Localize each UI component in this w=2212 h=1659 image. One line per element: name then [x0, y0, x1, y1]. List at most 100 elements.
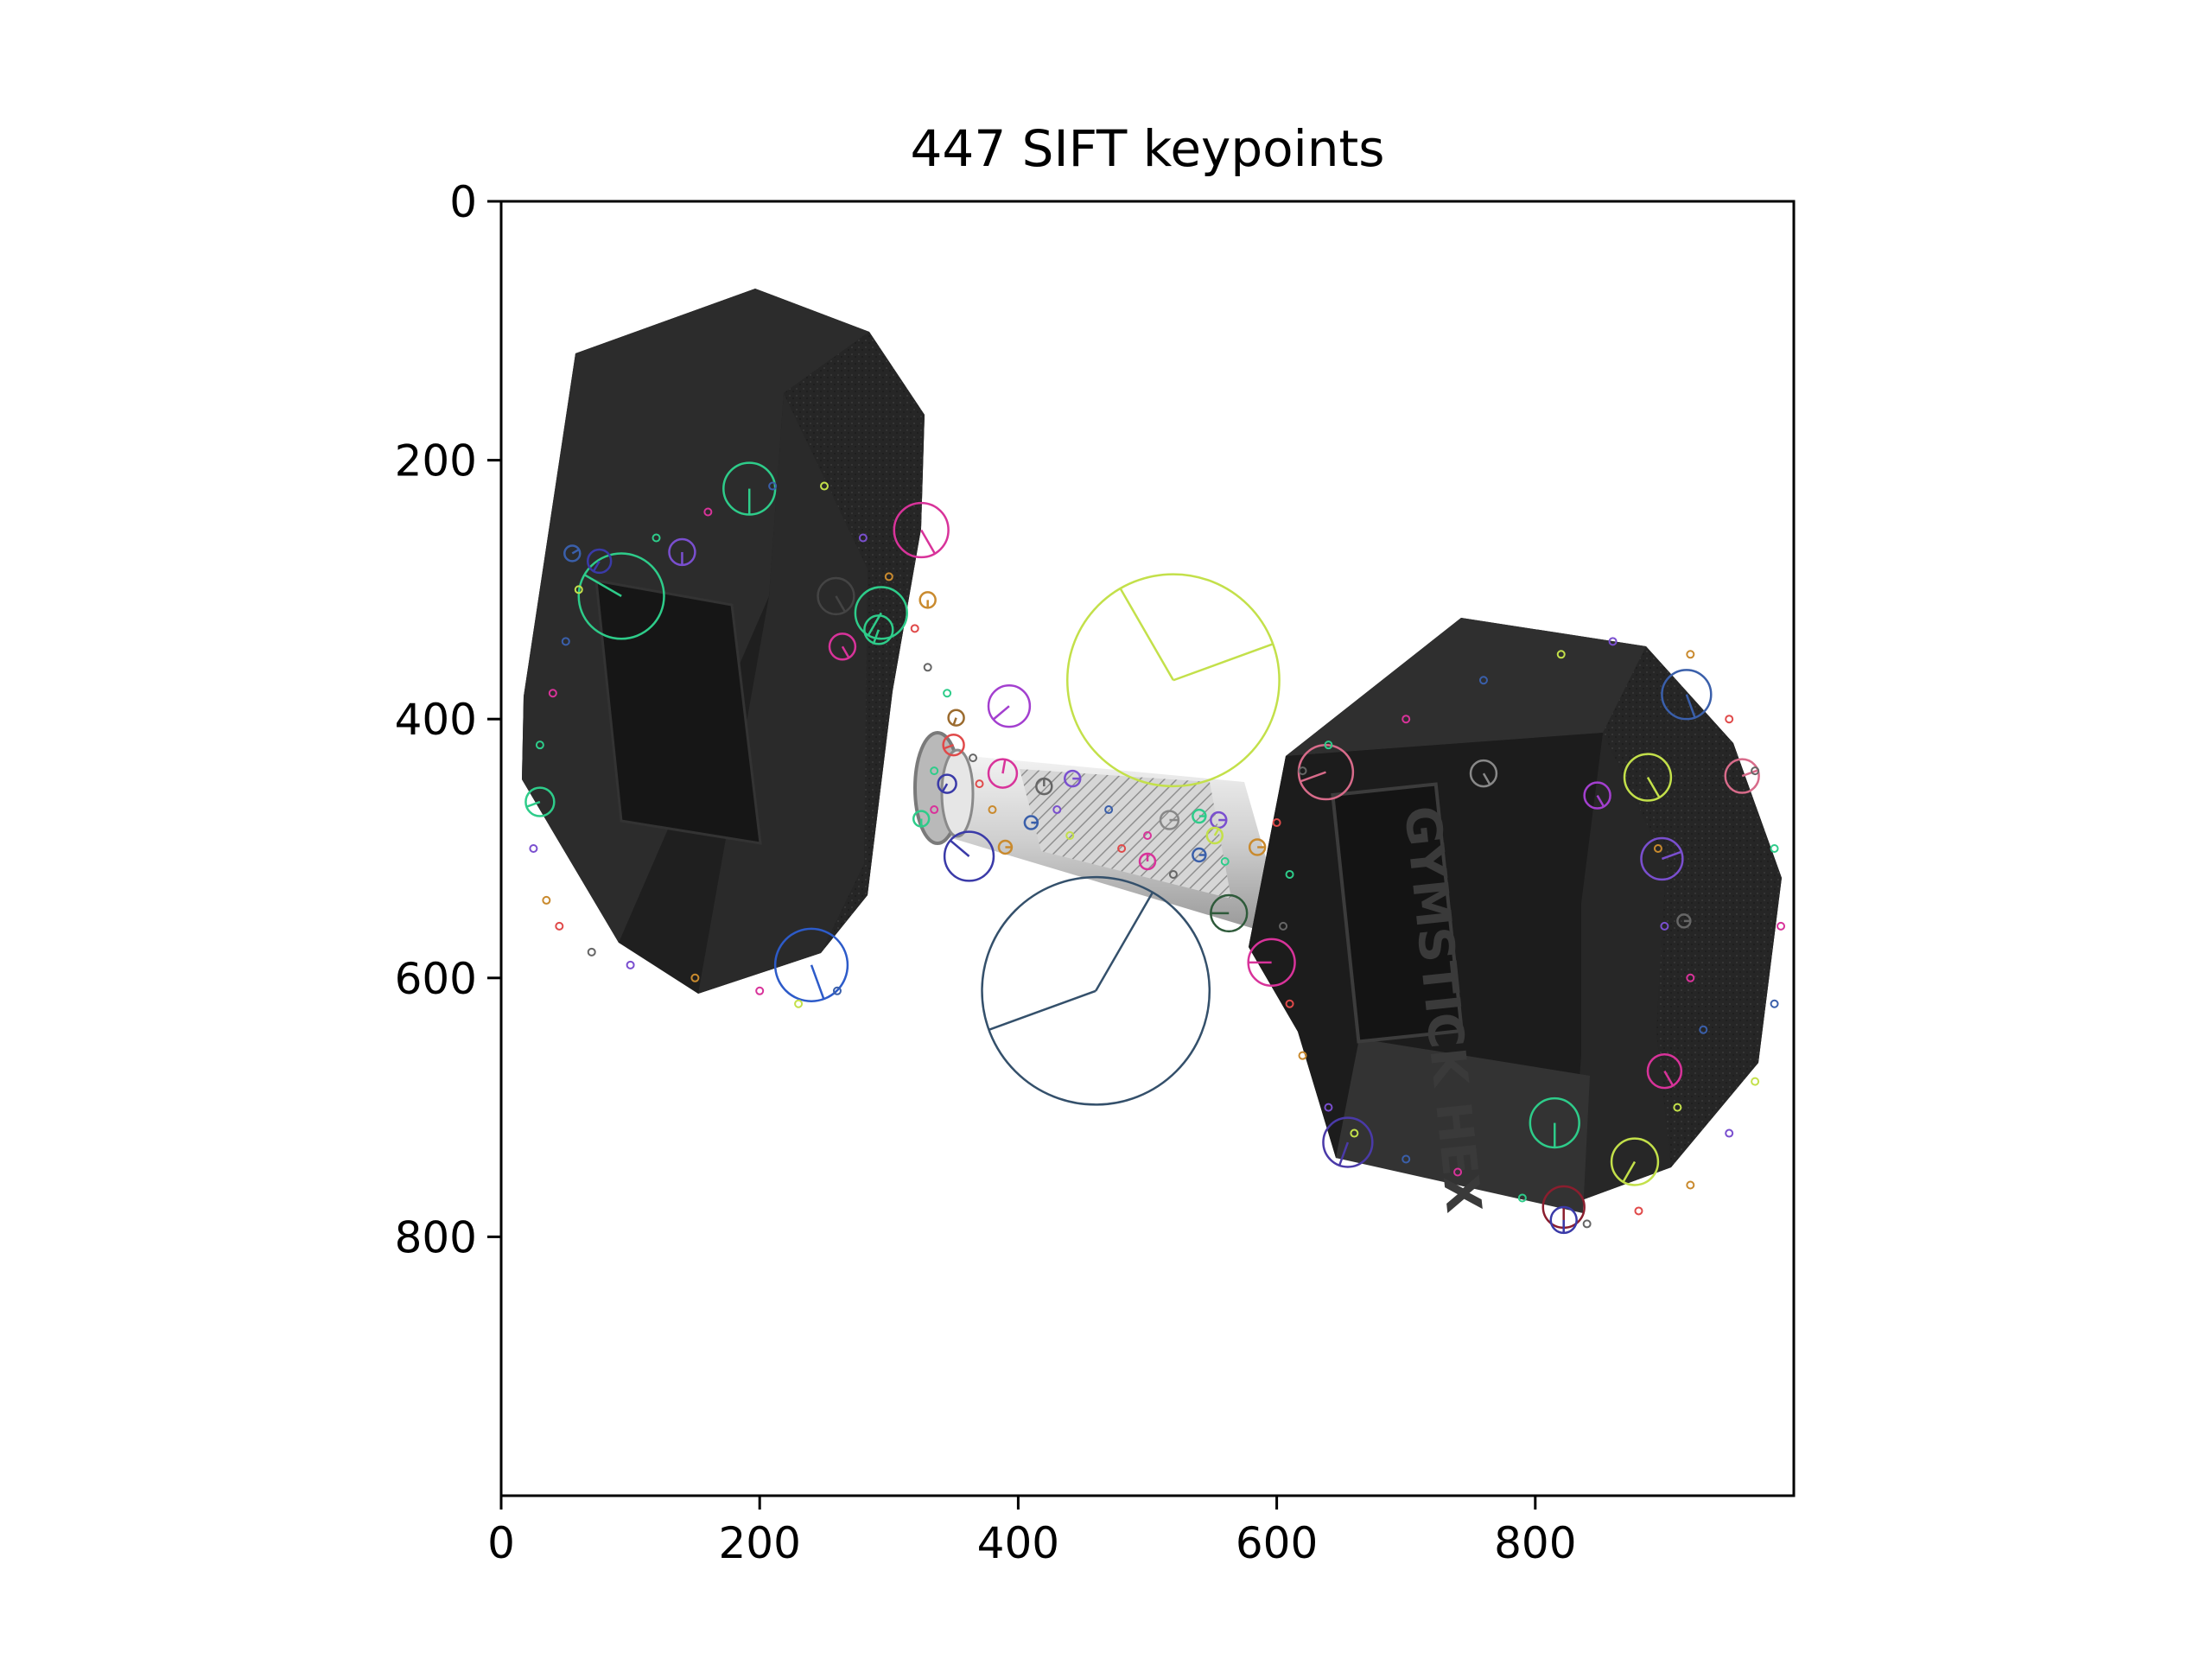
- keypoint-marker: [1035, 777, 1053, 796]
- keypoint-marker: [1192, 847, 1207, 863]
- keypoint-marker: [918, 591, 937, 609]
- keypoint-marker: [1640, 836, 1684, 881]
- keypoint-dot: [832, 986, 842, 995]
- keypoint-marker: [854, 586, 908, 640]
- keypoint-dot: [542, 895, 551, 905]
- keypoint-dot: [690, 973, 700, 982]
- x-tick-label: 600: [1236, 1518, 1318, 1568]
- keypoint-marker: [987, 684, 1032, 728]
- keypoint-marker: [1248, 838, 1267, 856]
- keypoint-dot: [1478, 676, 1488, 685]
- keypoint-dot: [561, 637, 570, 646]
- keypoint-marker: [943, 830, 995, 882]
- keypoint-dot: [548, 689, 557, 698]
- right-hex-plate: GYMSTICK HEX: [1249, 618, 1782, 1216]
- keypoint-marker: [1583, 781, 1611, 810]
- keypoint-dot: [1143, 831, 1152, 841]
- keypoint-marker: [773, 927, 849, 1002]
- keypoint-dot: [884, 572, 893, 582]
- keypoint-marker: [912, 810, 931, 828]
- keypoint-marker: [1724, 758, 1760, 794]
- keypoint-marker: [987, 758, 1019, 789]
- keypoint-dot: [1285, 999, 1294, 1008]
- keypoint-dot: [930, 805, 939, 815]
- keypoint-dot: [555, 921, 564, 931]
- keypoint-dot: [1556, 650, 1566, 659]
- keypoint-marker: [1623, 753, 1673, 802]
- y-tick-label: 600: [395, 954, 477, 1004]
- keypoint-dot: [930, 766, 939, 776]
- keypoint-dot: [1634, 1206, 1643, 1216]
- keypoint-dot: [535, 741, 544, 750]
- keypoint-dot: [1582, 1219, 1592, 1229]
- keypoint-marker: [947, 709, 965, 727]
- keypoint-dot: [1402, 1154, 1411, 1164]
- keypoint-dot: [1517, 1193, 1527, 1203]
- keypoint-dot: [1653, 844, 1662, 853]
- keypoint-dot: [1725, 715, 1734, 724]
- y-tick-label: 0: [449, 177, 477, 227]
- keypoint-dot: [1052, 805, 1062, 815]
- keypoint-dot: [1272, 818, 1281, 828]
- keypoint-marker: [937, 773, 957, 794]
- keypoint-dot: [975, 779, 984, 789]
- keypoint-marker: [1247, 938, 1296, 988]
- keypoint-dot: [1117, 844, 1127, 853]
- keypoint-marker: [524, 786, 556, 817]
- keypoint-marker: [1205, 826, 1224, 845]
- keypoint-marker: [586, 548, 613, 575]
- keypoint-dot: [652, 533, 661, 543]
- keypoint-dot: [1324, 1103, 1333, 1112]
- y-axis: 0 200 400 600 800: [395, 177, 501, 1262]
- keypoint-marker: [997, 839, 1014, 855]
- keypoint-dot: [1168, 869, 1178, 879]
- keypoint-dot: [1725, 1128, 1734, 1138]
- keypoint-dot: [1673, 1103, 1682, 1112]
- dumbbell-photo: GYMSTICK HEX: [501, 201, 1794, 1496]
- keypoint-marker: [1210, 893, 1249, 933]
- keypoint-dot: [1770, 999, 1779, 1008]
- keypoint-dot: [988, 805, 997, 815]
- keypoint-marker: [942, 733, 965, 757]
- dumbbell-handle: [913, 731, 1270, 929]
- keypoint-dot: [703, 507, 713, 517]
- keypoint-dot: [1453, 1167, 1463, 1177]
- sift-keypoints: [524, 461, 1786, 1235]
- keypoint-marker: [893, 501, 950, 559]
- keypoint-marker: [1549, 1205, 1578, 1235]
- keypoint-dot: [1279, 921, 1288, 931]
- keypoint-dot: [1220, 856, 1230, 866]
- keypoint-dot: [574, 585, 583, 594]
- keypoint-marker: [563, 544, 582, 563]
- keypoint-dot: [858, 533, 868, 543]
- keypoint-marker: [817, 576, 855, 616]
- keypoint-marker: [577, 552, 665, 640]
- keypoint-dot: [1104, 805, 1114, 815]
- keypoint-dot: [1285, 869, 1294, 879]
- plot-title: 447 SIFT keypoints: [911, 119, 1385, 178]
- keypoint-dot: [768, 481, 778, 491]
- keypoint-dot: [1699, 1025, 1708, 1034]
- keypoint-marker: [1159, 810, 1180, 830]
- keypoint-marker: [1322, 1116, 1374, 1168]
- x-axis: 0 200 400 600 800: [487, 1496, 1577, 1568]
- keypoint-dot: [1777, 921, 1786, 931]
- keypoint-marker: [1023, 815, 1039, 830]
- keypoint-marker: [1469, 759, 1498, 788]
- x-tick-label: 0: [487, 1518, 515, 1568]
- keypoint-dot: [626, 960, 635, 969]
- keypoint-marker: [1610, 1137, 1660, 1186]
- keypoint-marker: [828, 632, 857, 661]
- y-tick-label: 800: [395, 1212, 477, 1262]
- keypoint-dot: [1065, 831, 1075, 841]
- keypoint-dot: [1686, 973, 1695, 982]
- keypoint-dot: [1298, 766, 1307, 776]
- keypoint-dot: [943, 689, 952, 698]
- keypoint-dot: [820, 481, 829, 491]
- y-tick-label: 200: [395, 436, 477, 486]
- keypoint-marker: [1192, 808, 1207, 824]
- keypoint-marker: [1676, 913, 1692, 929]
- axes-frame: [499, 200, 1796, 1497]
- x-tick-label: 800: [1494, 1518, 1576, 1568]
